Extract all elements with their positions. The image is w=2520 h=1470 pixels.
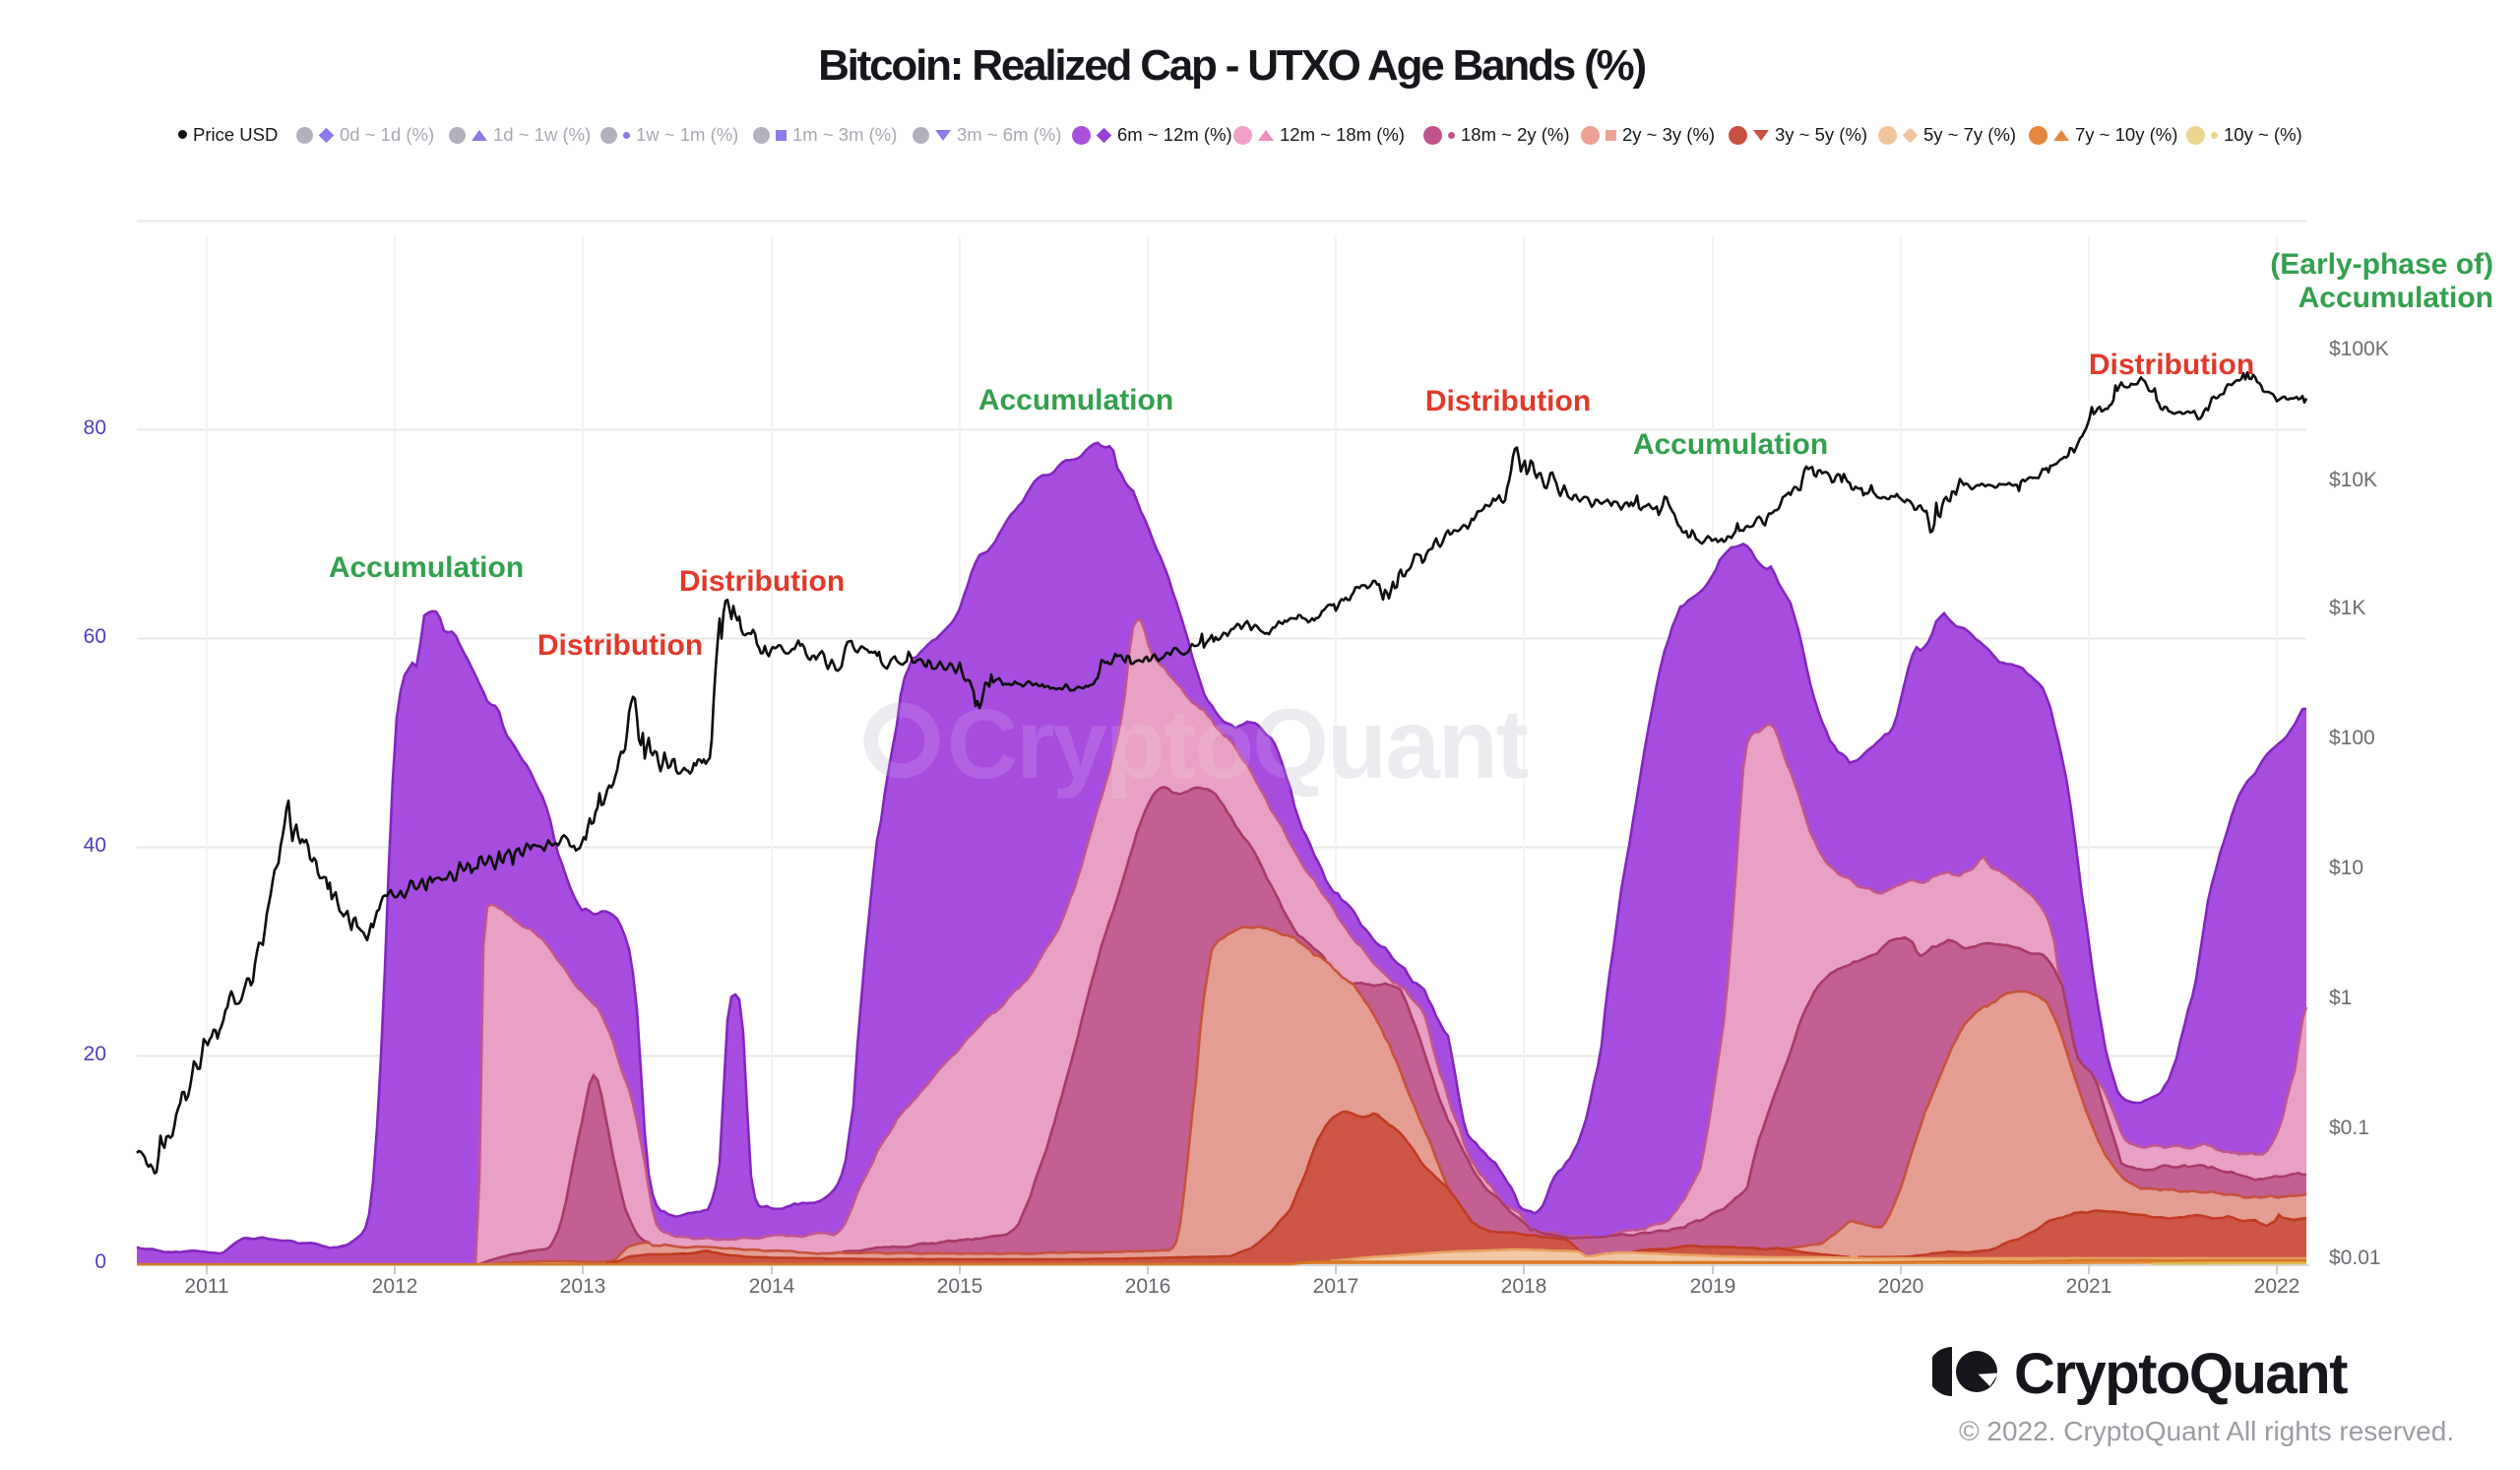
svg-text:CryptoQuant: CryptoQuant	[947, 689, 1529, 799]
